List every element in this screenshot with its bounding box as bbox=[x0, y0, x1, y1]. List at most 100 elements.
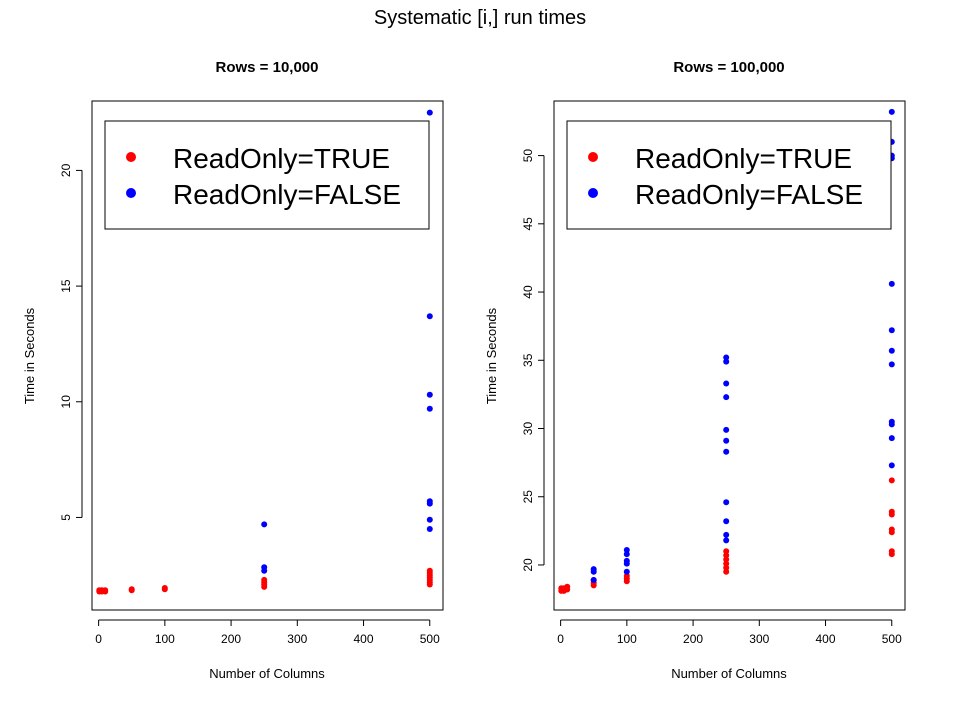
point-readonly-true bbox=[888, 477, 895, 484]
point-readonly-false bbox=[723, 354, 730, 361]
point-readonly-false bbox=[723, 437, 730, 444]
point-readonly-false bbox=[261, 564, 268, 571]
y-tick-label: 45 bbox=[521, 217, 535, 231]
x-tick-label: 500 bbox=[420, 632, 440, 646]
legend-label-true: ReadOnly=TRUE bbox=[173, 143, 390, 174]
point-readonly-false bbox=[888, 361, 895, 368]
panel-rows-100000: Rows = 100,000 Number of Columns Time in… bbox=[484, 59, 906, 681]
x-tick-label: 0 bbox=[95, 632, 102, 646]
point-readonly-true bbox=[128, 586, 135, 593]
point-readonly-false bbox=[723, 394, 730, 401]
y-axis-label: Time in Seconds bbox=[22, 307, 37, 404]
y-axis: 20 25 30 35 40 45 50 bbox=[521, 149, 545, 572]
point-readonly-true bbox=[623, 572, 630, 579]
figure-title: Systematic [i,] run times bbox=[374, 7, 586, 29]
y-tick-label: 25 bbox=[521, 490, 535, 504]
x-tick-label: 300 bbox=[749, 632, 769, 646]
legend-label-true: ReadOnly=TRUE bbox=[635, 143, 852, 174]
x-tick-label: 400 bbox=[816, 632, 836, 646]
y-tick-label: 35 bbox=[521, 353, 535, 367]
x-tick-label: 100 bbox=[155, 632, 175, 646]
x-tick-label: 500 bbox=[882, 632, 902, 646]
point-readonly-false bbox=[888, 435, 895, 442]
point-readonly-true bbox=[723, 548, 730, 555]
point-readonly-false bbox=[590, 566, 597, 573]
y-tick-label: 10 bbox=[59, 395, 73, 409]
point-readonly-false bbox=[723, 380, 730, 387]
legend-box bbox=[104, 120, 430, 230]
y-axis: 5 10 15 20 bbox=[59, 163, 83, 521]
x-tick-label: 200 bbox=[221, 632, 241, 646]
point-readonly-false bbox=[723, 531, 730, 538]
point-readonly-true bbox=[723, 556, 730, 563]
point-readonly-false bbox=[426, 109, 433, 116]
point-readonly-false bbox=[426, 405, 433, 412]
point-readonly-true bbox=[261, 576, 268, 583]
y-tick-label: 50 bbox=[521, 149, 535, 163]
legend-marker-true bbox=[126, 152, 136, 162]
point-readonly-false bbox=[723, 448, 730, 455]
point-readonly-false bbox=[623, 547, 630, 553]
point-readonly-false bbox=[723, 537, 730, 544]
point-readonly-false bbox=[426, 313, 433, 320]
point-readonly-true bbox=[723, 560, 730, 567]
point-readonly-false bbox=[590, 577, 597, 583]
point-readonly-false bbox=[888, 418, 895, 425]
legend-box bbox=[566, 120, 892, 230]
point-readonly-true bbox=[426, 567, 433, 574]
point-readonly-true bbox=[888, 508, 895, 515]
point-readonly-false bbox=[888, 108, 895, 115]
legend-marker-false bbox=[126, 188, 136, 198]
point-readonly-true bbox=[564, 583, 571, 590]
data-points bbox=[558, 108, 895, 594]
point-readonly-false bbox=[723, 358, 730, 365]
legend-marker-false bbox=[588, 188, 598, 198]
point-readonly-false bbox=[623, 551, 630, 558]
y-tick-label: 20 bbox=[521, 558, 535, 572]
y-axis-label: Time in Seconds bbox=[484, 307, 499, 404]
x-tick-label: 200 bbox=[683, 632, 703, 646]
point-readonly-true bbox=[888, 526, 895, 533]
legend: ReadOnly=TRUE ReadOnly=FALSE bbox=[104, 120, 430, 230]
x-tick-label: 400 bbox=[354, 632, 374, 646]
point-readonly-false bbox=[888, 462, 895, 469]
plot-box bbox=[553, 100, 906, 611]
x-tick-label: 100 bbox=[617, 632, 637, 646]
y-tick-label: 30 bbox=[521, 422, 535, 436]
x-axis-label: Number of Columns bbox=[209, 666, 325, 681]
x-tick-label: 0 bbox=[557, 632, 564, 646]
point-readonly-true bbox=[723, 564, 730, 571]
legend-label-false: ReadOnly=FALSE bbox=[173, 179, 401, 210]
legend: ReadOnly=TRUE ReadOnly=FALSE bbox=[566, 120, 892, 230]
panel-title: Rows = 10,000 bbox=[216, 59, 319, 76]
panel-rows-10000: Rows = 10,000 Number of Columns Time in … bbox=[22, 59, 444, 681]
y-tick-label: 15 bbox=[59, 279, 73, 293]
legend-marker-true bbox=[588, 152, 598, 162]
point-readonly-false bbox=[261, 521, 268, 528]
data-points bbox=[96, 109, 433, 595]
point-readonly-false bbox=[723, 426, 730, 433]
point-readonly-false bbox=[623, 568, 630, 575]
point-readonly-false bbox=[888, 280, 895, 287]
plot-box bbox=[91, 100, 444, 611]
legend-label-false: ReadOnly=FALSE bbox=[635, 179, 863, 210]
point-readonly-false bbox=[426, 516, 433, 523]
y-tick-label: 40 bbox=[521, 285, 535, 299]
point-readonly-true bbox=[888, 548, 895, 555]
point-readonly-true bbox=[723, 568, 730, 575]
point-readonly-true bbox=[161, 585, 168, 591]
y-tick-label: 5 bbox=[59, 514, 73, 521]
panel-title: Rows = 100,000 bbox=[673, 59, 784, 76]
point-readonly-false bbox=[723, 518, 730, 525]
x-tick-label: 300 bbox=[287, 632, 307, 646]
point-readonly-false bbox=[426, 391, 433, 398]
y-tick-label: 20 bbox=[59, 163, 73, 177]
point-readonly-false bbox=[426, 526, 433, 532]
point-readonly-false bbox=[426, 498, 433, 505]
x-axis: 0 100 200 300 400 500 bbox=[557, 619, 902, 646]
x-axis: 0 100 200 300 400 500 bbox=[95, 619, 440, 646]
point-readonly-true bbox=[723, 552, 730, 559]
point-readonly-false bbox=[888, 327, 895, 334]
point-readonly-false bbox=[723, 499, 730, 506]
